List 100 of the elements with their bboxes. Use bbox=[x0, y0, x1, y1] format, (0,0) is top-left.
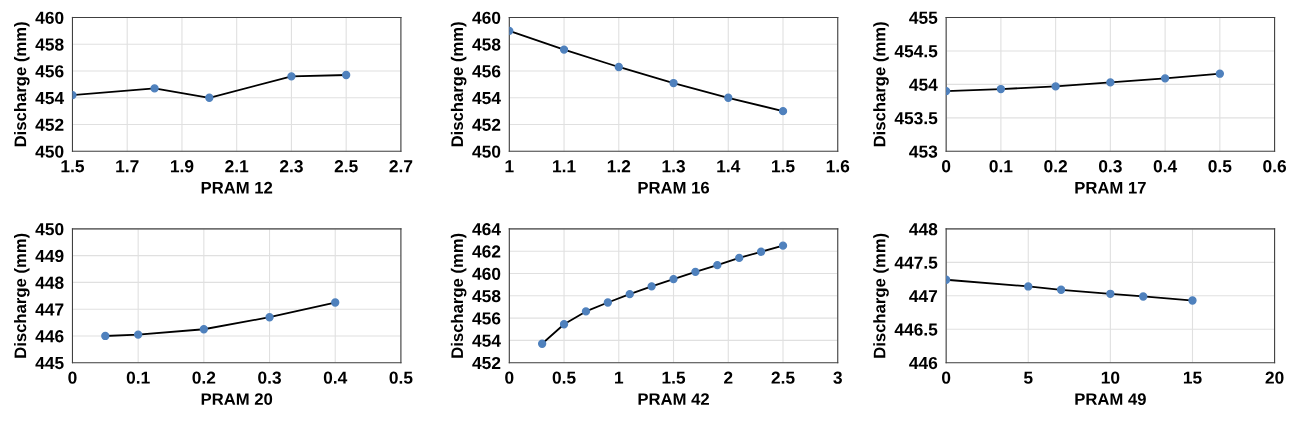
point bbox=[713, 260, 722, 270]
y-axis-title: Discharge (mm) bbox=[450, 22, 467, 147]
point bbox=[669, 274, 678, 284]
point bbox=[1160, 74, 1170, 83]
y-tick-label: 453 bbox=[909, 145, 938, 158]
point bbox=[581, 307, 591, 316]
x-tick-label: 0.1 bbox=[989, 160, 1013, 173]
point bbox=[778, 241, 788, 250]
x-tick-label: 15 bbox=[1183, 371, 1202, 384]
point bbox=[342, 70, 351, 80]
y-tick-label: 460 bbox=[35, 11, 64, 24]
point bbox=[735, 253, 744, 263]
y-tick-label: 450 bbox=[472, 145, 501, 158]
y-tick-label: 453.5 bbox=[894, 112, 938, 125]
point bbox=[287, 72, 296, 81]
y-tick-label: 452 bbox=[35, 118, 64, 131]
point bbox=[559, 320, 569, 329]
point bbox=[778, 106, 788, 116]
y-tick-label: 447 bbox=[35, 303, 64, 316]
point bbox=[331, 298, 340, 307]
y-tick-label: 447 bbox=[909, 290, 938, 303]
y-tick-label: 464 bbox=[472, 223, 501, 236]
x-tick-label: 0.5 bbox=[552, 371, 576, 384]
y-tick-label: 454 bbox=[472, 92, 501, 105]
y-tick-label: 460 bbox=[472, 267, 501, 280]
point bbox=[1188, 296, 1197, 305]
y-tick-label: 454 bbox=[909, 78, 938, 91]
point bbox=[205, 93, 214, 102]
y-axis-title: Discharge (mm) bbox=[873, 22, 889, 147]
point bbox=[1215, 69, 1225, 78]
point bbox=[133, 330, 143, 339]
x-tick-label: 0.6 bbox=[1263, 160, 1287, 173]
x-axis-title: PRAM 20 bbox=[201, 393, 273, 406]
y-tick-label: 456 bbox=[472, 312, 501, 325]
x-tick-label: 0 bbox=[68, 371, 77, 384]
x-tick-label: 1.5 bbox=[662, 371, 686, 384]
y-tick-label: 456 bbox=[472, 65, 501, 78]
y-tick-label: 448 bbox=[909, 223, 938, 236]
point bbox=[625, 289, 634, 299]
point bbox=[150, 84, 159, 93]
y-tick-label: 454 bbox=[35, 92, 65, 105]
x-tick-label: 2.5 bbox=[334, 160, 358, 173]
point bbox=[1051, 82, 1060, 91]
y-tick-label: 454 bbox=[472, 334, 501, 347]
point bbox=[756, 247, 766, 256]
y-axis-title: Discharge (mm) bbox=[450, 233, 467, 358]
y-axis-title: Discharge (mm) bbox=[14, 233, 30, 358]
x-tick-label: 0.3 bbox=[1098, 160, 1122, 173]
x-tick-label: 0.5 bbox=[389, 371, 413, 384]
y-tick-label: 458 bbox=[472, 289, 501, 303]
x-tick-label: 1 bbox=[505, 160, 514, 173]
y-tick-label: 462 bbox=[472, 245, 501, 258]
x-tick-label: 2 bbox=[724, 371, 733, 384]
x-tick-label: 2.3 bbox=[279, 160, 303, 173]
x-tick-label: 0.5 bbox=[1208, 160, 1232, 173]
x-tick-label: 20 bbox=[1265, 371, 1284, 384]
x-tick-label: 2.1 bbox=[225, 160, 249, 173]
y-tick-label: 448 bbox=[35, 276, 64, 289]
x-tick-label: 1.9 bbox=[170, 160, 194, 173]
y-tick-label: 452 bbox=[472, 356, 501, 370]
point bbox=[724, 93, 733, 102]
x-tick-label: 5 bbox=[1023, 371, 1033, 384]
point bbox=[1106, 289, 1115, 298]
y-tick-label: 446 bbox=[35, 330, 64, 343]
y-axis-title: Discharge (mm) bbox=[873, 233, 889, 358]
x-tick-label: 1 bbox=[615, 371, 624, 384]
y-axis-title: Discharge (mm) bbox=[14, 22, 30, 147]
y-tick-label: 458 bbox=[472, 38, 501, 51]
point bbox=[1106, 78, 1115, 87]
point bbox=[614, 62, 623, 72]
x-axis-title: PRAM 17 bbox=[1075, 181, 1146, 194]
x-tick-label: 1.5 bbox=[772, 160, 795, 173]
y-tick-label: 446.5 bbox=[894, 323, 938, 336]
x-tick-label: 10 bbox=[1101, 371, 1120, 384]
x-tick-label: 0 bbox=[505, 371, 514, 384]
y-tick-label: 460 bbox=[472, 11, 501, 24]
x-tick-label: 1.6 bbox=[826, 160, 850, 173]
x-tick-label: 0 bbox=[942, 371, 951, 384]
x-axis-title: PRAM 49 bbox=[1075, 393, 1146, 406]
y-tick-label: 456 bbox=[35, 65, 64, 78]
point bbox=[603, 298, 613, 307]
x-tick-label: 1.3 bbox=[662, 160, 685, 173]
x-tick-label: 0.3 bbox=[258, 371, 281, 384]
y-tick-label: 450 bbox=[35, 223, 64, 236]
x-tick-label: 0.4 bbox=[323, 371, 348, 384]
x-axis-title: PRAM 42 bbox=[638, 393, 709, 405]
x-tick-label: 3 bbox=[833, 371, 842, 384]
x-tick-label: 1.1 bbox=[553, 160, 576, 173]
y-tick-label: 452 bbox=[472, 118, 501, 131]
x-tick-label: 1.7 bbox=[116, 160, 139, 173]
y-tick-label: 455 bbox=[909, 11, 938, 24]
x-tick-label: 0.4 bbox=[1153, 160, 1178, 173]
y-tick-label: 450 bbox=[35, 145, 64, 158]
x-axis-title: PRAM 16 bbox=[638, 181, 710, 194]
x-tick-label: 2.5 bbox=[771, 371, 795, 384]
y-tick-label: 454.5 bbox=[894, 45, 938, 58]
x-tick-label: 1.4 bbox=[717, 160, 741, 173]
point bbox=[101, 331, 110, 341]
x-tick-label: 0.2 bbox=[192, 371, 216, 384]
x-axis-title: PRAM 12 bbox=[201, 181, 273, 194]
